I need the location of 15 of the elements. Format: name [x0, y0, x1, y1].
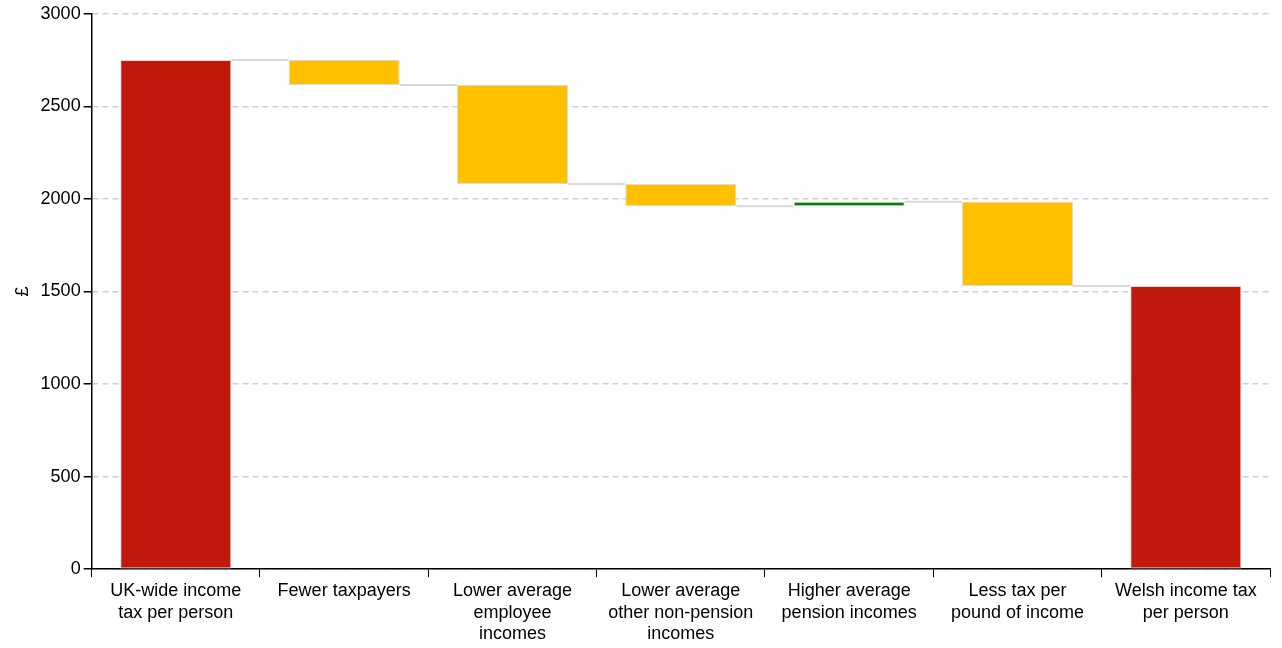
y-tick-label: 3000	[40, 2, 81, 23]
y-tick-label: 0	[70, 558, 81, 579]
y-tick-label: 1500	[40, 280, 81, 301]
y-tick-label: 1000	[40, 373, 81, 394]
x-tick-label: UK-wide income tax per person	[110, 579, 242, 622]
x-tick-label: Less tax per pound of income	[950, 579, 1085, 622]
x-tick-label: Lower average other non-pension incomes	[608, 579, 754, 644]
x-tick-label: Lower average employee incomes	[452, 579, 573, 644]
x-tick-label: Fewer taxpayers	[277, 579, 411, 600]
y-axis-title: £	[11, 286, 32, 297]
x-tick-label: Welsh income tax per person	[1114, 579, 1257, 622]
y-tick-label: 500	[50, 465, 81, 486]
y-tick-label: 2000	[40, 187, 81, 208]
y-tick-label: 2500	[40, 95, 81, 116]
x-tick-label: Higher average pension incomes	[781, 579, 917, 622]
